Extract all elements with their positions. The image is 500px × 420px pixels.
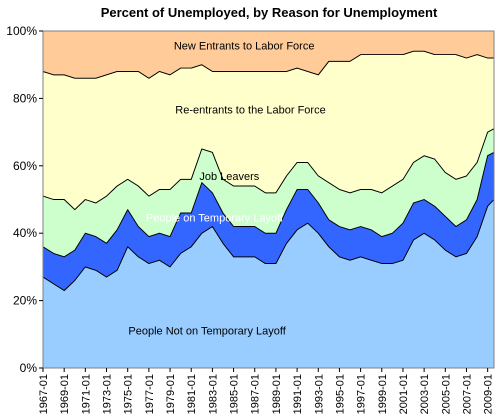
stacked-areas <box>42 30 495 369</box>
series-label-4: Re-entrants to the Labor Force <box>175 105 325 117</box>
x-tick-label: 1997-01 <box>356 374 368 414</box>
x-tick-label: 1983-01 <box>207 374 219 414</box>
y-tick-label: 100% <box>6 24 37 38</box>
x-tick-label: 1999-01 <box>377 374 389 414</box>
x-tick-label: 1985-01 <box>229 374 241 414</box>
series-label-3: Job Leavers <box>199 171 259 183</box>
x-tick-label: 2003-01 <box>419 374 431 414</box>
x-tick-label: 2009-01 <box>483 374 495 414</box>
series-label-5: New Entrants to Labor Force <box>174 41 315 53</box>
axes: 0% 20% 40% 60% 80% 100% 1967-01 1969-01 1971-01 1… <box>6 24 494 414</box>
x-tick-label: 1971-01 <box>80 374 92 414</box>
x-tick-label: 2005-01 <box>440 374 452 414</box>
x-tick-label: 1979-01 <box>165 374 177 414</box>
x-tick-label: 1989-01 <box>271 374 283 414</box>
series-labels: People Not on Temporary Layoff People on … <box>128 41 325 338</box>
plot-frame <box>42 30 495 369</box>
x-tick-label: 1975-01 <box>123 374 135 414</box>
chart-title: Percent of Unemployed, by Reason for Une… <box>101 5 438 20</box>
x-tick-label: 1993-01 <box>313 374 325 414</box>
x-tick-label: 1995-01 <box>334 374 346 414</box>
y-tick-label: 40% <box>13 226 37 240</box>
y-tick-label: 60% <box>13 159 37 173</box>
x-tick-label: 2001-01 <box>398 374 410 414</box>
x-tick-label: 1987-01 <box>250 374 262 414</box>
y-tick-label: 80% <box>13 91 37 105</box>
x-tick-label: 1973-01 <box>102 374 114 414</box>
y-tick-label: 20% <box>13 294 37 308</box>
series-label-2: People on Temporary Layoff <box>146 212 284 224</box>
y-tick-label: 0% <box>20 361 38 375</box>
x-tick-label: 2007-01 <box>461 374 473 414</box>
x-tick-label: 1967-01 <box>38 374 50 414</box>
x-tick-label: 1977-01 <box>144 374 156 414</box>
x-tick-label: 1981-01 <box>186 374 198 414</box>
x-tick-label: 1969-01 <box>59 374 71 414</box>
series-label-1: People Not on Temporary Layoff <box>128 325 286 337</box>
x-tick-label: 1991-01 <box>292 374 304 414</box>
